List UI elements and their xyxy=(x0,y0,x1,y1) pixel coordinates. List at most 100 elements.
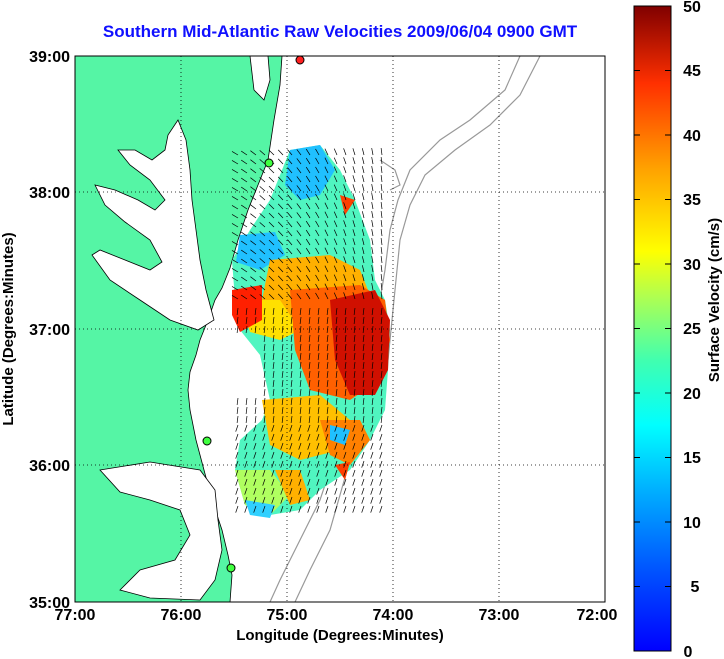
velocity-arrow xyxy=(353,406,356,414)
velocity-arrow xyxy=(241,213,248,219)
velocity-arrow xyxy=(317,307,320,315)
velocity-arrow xyxy=(362,370,365,378)
velocity-arrow xyxy=(317,352,320,360)
colorbar-label: Surface Velocity (cm/s) xyxy=(706,218,723,382)
velocity-arrow xyxy=(335,352,338,360)
velocity-arrow xyxy=(277,284,284,291)
velocity-arrow xyxy=(231,223,239,228)
velocity-arrow xyxy=(235,451,239,459)
velocity-arrow xyxy=(296,185,302,192)
velocity-arrow xyxy=(241,231,248,237)
velocity-arrow xyxy=(352,460,356,468)
colorbar-tick-label: 15 xyxy=(683,450,701,467)
velocity-arrow xyxy=(241,285,248,291)
velocity-arrow xyxy=(298,442,302,450)
velocity-arrow xyxy=(259,177,266,183)
velocity-arrow xyxy=(268,230,275,237)
velocity-arrow xyxy=(281,379,284,387)
velocity-arrow xyxy=(271,478,275,486)
velocity-arrow xyxy=(362,334,365,342)
velocity-arrow xyxy=(352,202,356,210)
velocity-arrow xyxy=(289,433,293,441)
velocity-arrow xyxy=(361,166,365,174)
velocity-arrow xyxy=(277,248,284,255)
velocity-arrow xyxy=(308,352,311,360)
velocity-arrow xyxy=(235,478,239,486)
velocity-arrow xyxy=(296,221,302,228)
colorbar-ticks xyxy=(634,5,671,587)
velocity-arrow xyxy=(241,258,248,264)
velocity-arrow xyxy=(290,307,293,315)
velocity-arrow xyxy=(333,166,338,174)
velocity-arrow xyxy=(235,460,239,468)
velocity-arrow xyxy=(316,442,320,450)
velocity-arrow xyxy=(371,388,374,396)
velocity-arrow xyxy=(352,256,356,264)
velocity-arrow xyxy=(296,194,302,201)
velocity-arrow xyxy=(287,194,293,201)
velocity-arrow xyxy=(380,334,383,342)
velocity-arrow xyxy=(334,451,338,459)
velocity-arrow xyxy=(324,256,329,264)
station-marker xyxy=(295,56,305,65)
velocity-arrow xyxy=(287,293,293,300)
colorbar xyxy=(633,5,672,652)
velocity-arrow xyxy=(334,433,338,441)
velocity-arrow xyxy=(353,325,356,333)
velocity-arrow xyxy=(343,157,347,165)
velocity-arrow xyxy=(296,149,302,156)
velocity-arrow xyxy=(343,469,347,477)
velocity-arrow xyxy=(315,211,320,219)
velocity-arrow xyxy=(262,433,266,441)
velocity-arrow xyxy=(296,284,302,291)
velocity-arrow xyxy=(361,469,365,477)
velocity-arrow xyxy=(254,325,257,333)
velocity-arrow xyxy=(277,203,284,210)
velocity-arrow xyxy=(298,469,302,477)
velocity-arrow xyxy=(281,406,284,414)
velocity-arrow xyxy=(307,478,311,486)
velocity-arrow xyxy=(307,442,311,450)
velocity-arrow xyxy=(315,202,320,210)
velocity-arrow xyxy=(259,150,266,156)
velocity-arrow xyxy=(343,283,347,291)
velocity-arrow xyxy=(290,343,293,351)
velocity-arrow xyxy=(241,168,248,174)
velocity-arrow xyxy=(277,167,284,174)
velocity-arrow xyxy=(380,274,383,282)
velocity-arrow xyxy=(334,487,338,495)
velocity-arrow xyxy=(343,487,347,495)
velocity-arrow xyxy=(277,239,284,246)
velocity-arrow xyxy=(250,258,257,264)
velocity-arrow xyxy=(380,352,383,360)
velocity-arrow xyxy=(245,406,248,414)
velocity-arrow xyxy=(277,257,284,264)
velocity-arrow xyxy=(287,221,293,228)
velocity-arrow xyxy=(308,415,311,423)
velocity-arrow xyxy=(253,496,257,504)
velocity-arrow xyxy=(250,159,257,165)
velocity-arrow xyxy=(324,148,329,156)
velocity-arrow xyxy=(362,316,365,324)
velocity-arrow xyxy=(268,275,275,282)
velocity-arrow xyxy=(289,505,293,513)
velocity-arrow xyxy=(290,370,293,378)
velocity-arrow xyxy=(268,239,275,246)
x-tick-label: 76:00 xyxy=(161,607,202,624)
velocity-arrow xyxy=(307,487,311,495)
velocity-arrow xyxy=(280,442,284,450)
velocity-arrow xyxy=(371,193,374,201)
velocity-arrow xyxy=(305,265,311,273)
velocity-arrow xyxy=(262,442,266,450)
velocity-arrow xyxy=(324,202,329,210)
velocity-arrow xyxy=(263,370,266,378)
velocity-arrow xyxy=(287,284,293,291)
velocity-arrow xyxy=(253,487,257,495)
velocity-arrow xyxy=(259,186,266,192)
velocity-arrow xyxy=(287,149,293,156)
velocity-arrow xyxy=(299,352,302,360)
velocity-arrow xyxy=(308,370,311,378)
velocity-arrow xyxy=(263,397,266,405)
velocity-arrow xyxy=(353,397,356,405)
velocity-arrow xyxy=(262,505,266,513)
